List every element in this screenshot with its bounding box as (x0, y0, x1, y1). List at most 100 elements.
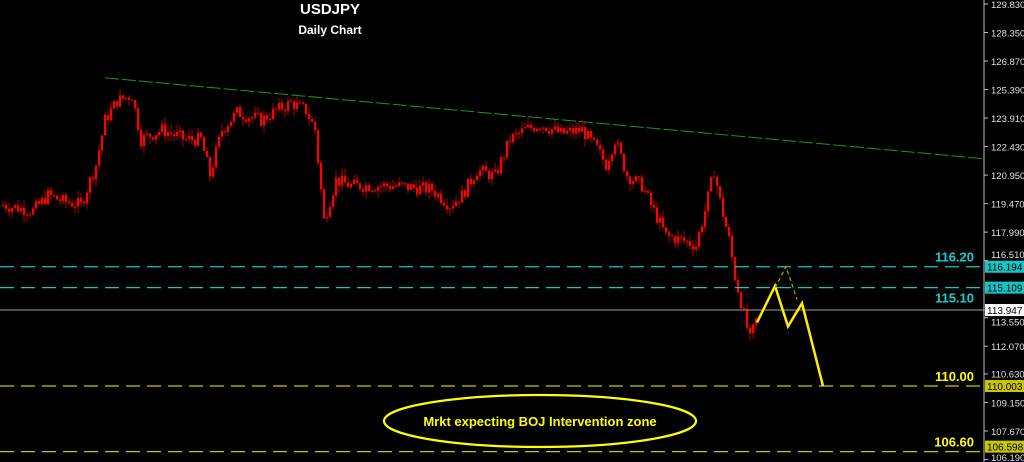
level-label: 116.20 (935, 250, 974, 265)
candle (575, 127, 578, 134)
candle (629, 176, 632, 184)
candle (737, 279, 740, 293)
projection-path (755, 282, 825, 387)
candle (146, 133, 149, 135)
candle (461, 190, 464, 203)
candle (653, 204, 656, 208)
candle (566, 130, 569, 134)
candle (554, 126, 557, 130)
candle (14, 205, 17, 208)
candle (494, 169, 497, 172)
chart-title: USDJPY (299, 1, 361, 18)
candle (479, 170, 482, 176)
level-tag (985, 281, 1024, 294)
y-tick-label: 125.390 (991, 86, 1024, 97)
candle (500, 157, 503, 174)
candle (170, 132, 173, 134)
candle (488, 170, 491, 180)
candle (320, 162, 323, 190)
level-tag (985, 304, 1024, 317)
candle (86, 192, 89, 204)
candle (680, 236, 683, 238)
candle (527, 124, 530, 128)
candle (188, 136, 191, 139)
candle (512, 134, 515, 142)
candle (506, 140, 509, 158)
annotation-text: Mrkt expecting BOJ Intervention zone (423, 414, 656, 429)
candle (140, 129, 143, 147)
candle (431, 183, 434, 191)
candle (29, 214, 32, 216)
candle (77, 198, 80, 207)
candle (362, 189, 365, 192)
candle (152, 137, 155, 140)
candle (422, 182, 425, 186)
candle (92, 177, 95, 180)
candle (263, 115, 266, 126)
y-tick-label: 112.070 (991, 342, 1024, 353)
candle (425, 182, 428, 193)
candle (50, 190, 53, 196)
candle (473, 180, 476, 184)
candle (89, 177, 92, 193)
candle (716, 176, 719, 187)
candle (695, 246, 698, 250)
candle (164, 124, 167, 137)
level-tag-value: 110.003 (987, 382, 1023, 393)
candle (20, 207, 23, 212)
candle (197, 132, 200, 146)
candle (68, 201, 71, 204)
candle (299, 102, 302, 104)
candle (158, 132, 161, 136)
y-tick-label: 109.150 (991, 398, 1024, 409)
candle (104, 114, 107, 136)
candle (119, 95, 122, 107)
candle (659, 217, 662, 223)
candle (710, 177, 713, 192)
candle (587, 131, 590, 140)
candle (641, 177, 644, 192)
candle (41, 197, 44, 204)
candle (578, 127, 581, 132)
candle (110, 108, 113, 121)
level-label: 110.00 (935, 369, 974, 384)
candle (740, 292, 743, 309)
candle (707, 191, 710, 212)
candle (530, 124, 533, 128)
candle (218, 136, 221, 147)
candle (569, 128, 572, 131)
candle (95, 165, 98, 180)
candle (443, 202, 446, 206)
candle (533, 127, 536, 132)
candle (269, 119, 272, 121)
candle (350, 183, 353, 188)
candle (704, 211, 707, 227)
candle (674, 236, 677, 243)
candles (2, 88, 758, 341)
candle (200, 132, 203, 138)
candle (686, 240, 689, 242)
candle (284, 109, 287, 112)
candle (677, 236, 680, 243)
candle (38, 201, 41, 204)
candle (365, 185, 368, 192)
candle (125, 97, 128, 99)
candle (572, 128, 575, 134)
candle (449, 208, 452, 210)
candle (536, 128, 539, 132)
candle (467, 178, 470, 197)
candle (155, 135, 158, 140)
candle (245, 119, 248, 122)
candle (143, 134, 146, 147)
candle (149, 133, 152, 138)
y-tick-label: 119.470 (991, 200, 1024, 211)
candle (482, 166, 485, 171)
candle (599, 145, 602, 150)
candle (581, 127, 584, 132)
candle (131, 99, 134, 101)
candle (347, 182, 350, 188)
candle (35, 201, 38, 209)
candle (215, 146, 218, 168)
candle (755, 318, 758, 325)
candle (212, 167, 215, 177)
